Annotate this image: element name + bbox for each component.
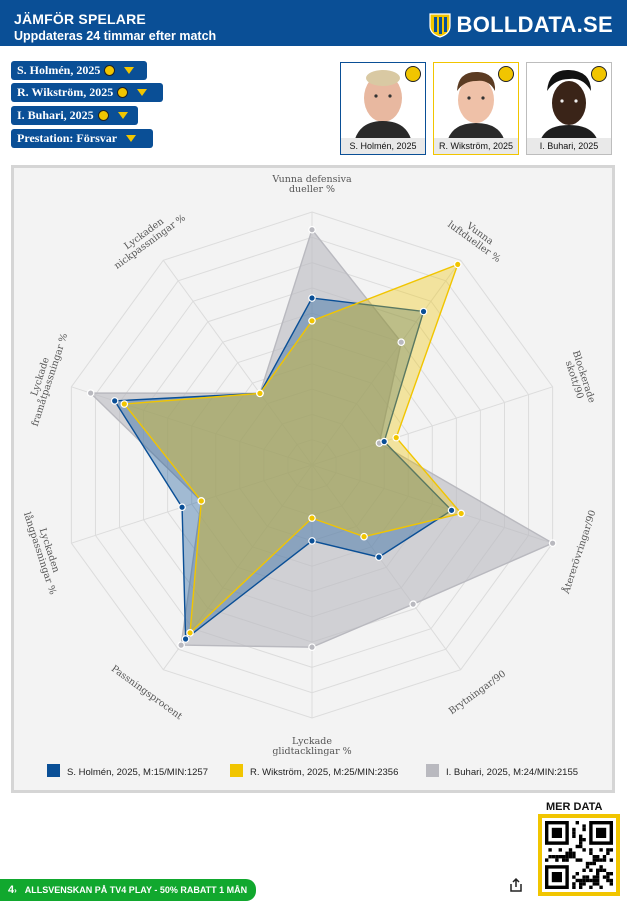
- share-icon[interactable]: [508, 877, 524, 893]
- chevron-down-icon: [124, 67, 135, 74]
- legend-swatch: [47, 764, 60, 777]
- data-point[interactable]: [360, 532, 368, 541]
- club-badge-icon: [104, 65, 116, 76]
- data-point[interactable]: [419, 307, 428, 316]
- axis-label-line: Passningsprocent: [109, 663, 184, 722]
- legend-label[interactable]: R. Wikström, 2025, M:25/MIN:2356: [250, 767, 398, 778]
- axis-label-line: glidtacklingar %: [272, 746, 351, 757]
- axis-label: Återerövringar/90: [560, 508, 599, 596]
- page-title: JÄMFÖR SPELARE: [14, 11, 146, 27]
- radar-series: [86, 225, 557, 651]
- data-point[interactable]: [178, 503, 186, 512]
- shield-logo-icon: [428, 13, 451, 38]
- data-point[interactable]: [457, 509, 465, 518]
- qr-code-icon[interactable]: [538, 814, 620, 896]
- chevron-down-icon: [126, 135, 137, 142]
- data-point[interactable]: [110, 397, 119, 405]
- data-point[interactable]: [197, 497, 206, 505]
- data-point[interactable]: [447, 506, 456, 515]
- promo-banner[interactable]: 4› ALLSVENSKAN PÅ TV4 PLAY - 50% RABATT …: [0, 879, 256, 901]
- player-select-1[interactable]: S. Holmén, 2025: [11, 61, 147, 80]
- data-point[interactable]: [86, 389, 95, 397]
- data-point[interactable]: [375, 553, 383, 561]
- radar-chart-panel: Vunna defensiva dueller % Vunna luftdueller…: [11, 165, 615, 793]
- data-point[interactable]: [186, 629, 194, 637]
- data-point[interactable]: [308, 537, 316, 545]
- player-card-3[interactable]: I. Buhari, 2025: [526, 62, 612, 155]
- player-select-2-label: R. Wikström, 2025: [17, 85, 114, 99]
- axis-label-line: Vunna defensiva: [271, 174, 352, 185]
- data-point[interactable]: [120, 400, 129, 408]
- brand-text: BOLLDATA.SE: [456, 12, 613, 37]
- data-point[interactable]: [177, 641, 185, 649]
- legend-swatch: [230, 764, 243, 777]
- axis-label: Passningsprocent: [109, 663, 184, 722]
- axis-label: Brytningar/90: [447, 668, 508, 717]
- data-point[interactable]: [308, 514, 316, 522]
- header: JÄMFÖR SPELARE Uppdateras 24 timmar efte…: [0, 0, 627, 46]
- data-point[interactable]: [181, 635, 190, 643]
- promo-text: ALLSVENSKAN PÅ TV4 PLAY - 50% RABATT 1 M…: [24, 885, 248, 895]
- data-point[interactable]: [308, 294, 316, 302]
- player-card-2[interactable]: R. Wikström, 2025: [433, 62, 519, 155]
- chart-legend: S. Holmén, 2025, M:15/MIN:1257 R. Wikströ…: [47, 764, 578, 778]
- club-badge-icon: [97, 110, 109, 121]
- club-badge-icon: [498, 66, 514, 82]
- brand-logo[interactable]: BOLLDATA.SE: [428, 11, 613, 39]
- player-card-2-caption: R. Wikström, 2025: [434, 138, 518, 154]
- data-point[interactable]: [392, 433, 401, 442]
- more-data-label: MER DATA: [546, 801, 603, 813]
- legend-label[interactable]: S. Holmén, 2025, M:15/MIN:1257: [67, 767, 208, 778]
- axis-label-line: dueller %: [289, 184, 335, 195]
- data-point[interactable]: [397, 338, 406, 346]
- data-point[interactable]: [308, 643, 316, 651]
- performance-select-label: Prestation: Försvar: [17, 131, 118, 145]
- data-point[interactable]: [548, 539, 557, 547]
- data-point[interactable]: [256, 389, 264, 398]
- legend-swatch: [426, 764, 439, 777]
- player-select-1-label: S. Holmén, 2025: [17, 63, 101, 77]
- club-badge-icon: [117, 87, 129, 98]
- axis-label-line: Brytningar/90: [447, 668, 508, 717]
- axis-label-line: Återerövringar/90: [560, 508, 599, 596]
- player-card-1-caption: S. Holmén, 2025: [341, 138, 425, 154]
- player-select-3[interactable]: I. Buhari, 2025: [11, 106, 138, 125]
- performance-select[interactable]: Prestation: Försvar: [11, 129, 153, 148]
- chevron-down-icon: [137, 89, 148, 96]
- club-badge-icon: [405, 66, 421, 82]
- legend-label[interactable]: I. Buhari, 2025, M:24/MIN:2155: [446, 767, 578, 778]
- club-badge-icon: [591, 66, 607, 82]
- player-card-1[interactable]: S. Holmén, 2025: [340, 62, 426, 155]
- data-point[interactable]: [453, 260, 462, 269]
- chevron-down-icon: [117, 112, 128, 119]
- data-point[interactable]: [380, 437, 388, 446]
- player-card-3-caption: I. Buhari, 2025: [527, 138, 611, 154]
- player-select-2[interactable]: R. Wikström, 2025: [11, 83, 163, 102]
- data-point[interactable]: [409, 600, 417, 608]
- tv4-logo-icon: 4›: [8, 884, 17, 896]
- page-subtitle: Uppdateras 24 timmar efter match: [14, 29, 217, 43]
- player-select-3-label: I. Buhari, 2025: [17, 108, 94, 122]
- data-point[interactable]: [308, 225, 316, 234]
- data-point[interactable]: [308, 316, 316, 325]
- axis-label-line: Lyckade: [292, 736, 332, 747]
